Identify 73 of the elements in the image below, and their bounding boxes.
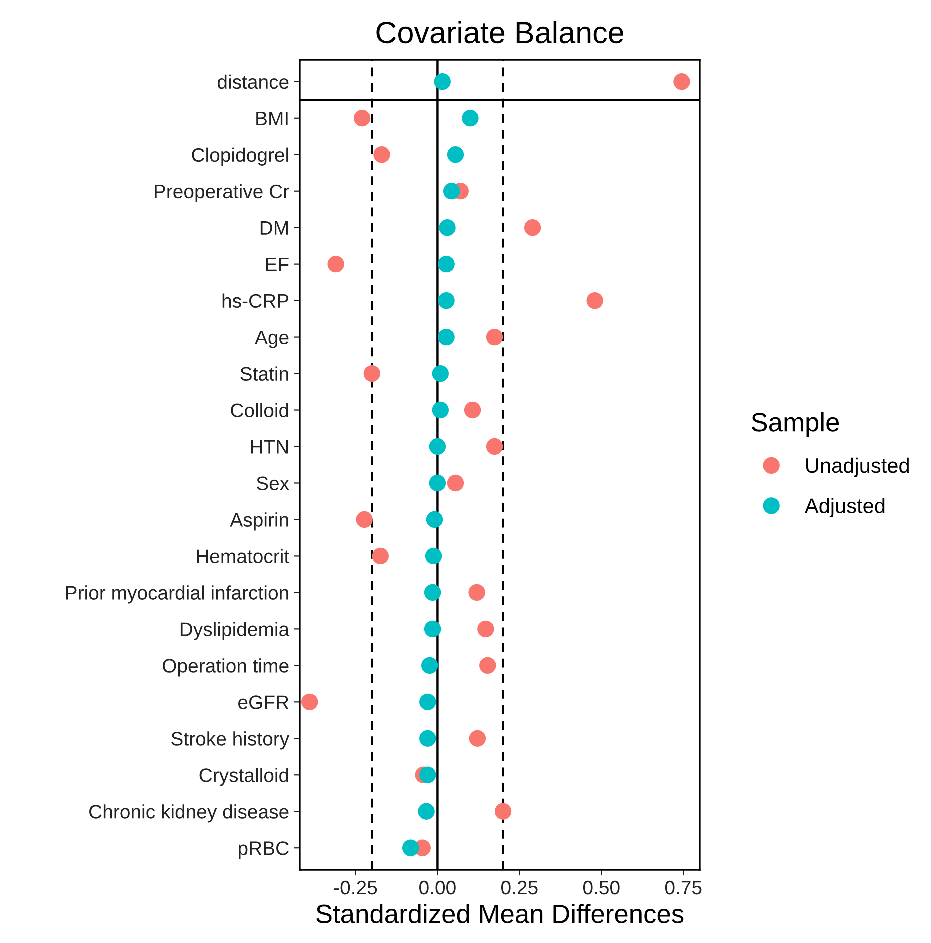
point xyxy=(418,803,435,820)
x-tick-label: 0.00 xyxy=(420,880,456,895)
point xyxy=(429,474,446,492)
point xyxy=(429,438,446,456)
y-tick-label: Hematocrit xyxy=(197,549,290,564)
x-axis-title: Standardized Mean Differences xyxy=(316,904,684,924)
legend-label: Unadjusted xyxy=(806,458,909,478)
y-tick-label: BMI xyxy=(256,112,288,126)
y-tick-label: Sex xyxy=(256,476,290,490)
point xyxy=(468,584,486,602)
point xyxy=(432,402,449,419)
point xyxy=(447,146,464,164)
point xyxy=(438,256,455,273)
y-tick-label: Clopidogrel xyxy=(192,148,288,166)
point xyxy=(302,694,318,710)
point xyxy=(374,146,390,164)
chart-title: Covariate Balance xyxy=(376,21,624,44)
point xyxy=(420,766,436,784)
point xyxy=(424,620,442,638)
point xyxy=(328,256,344,273)
point xyxy=(447,474,464,492)
point xyxy=(438,328,455,346)
y-tick-label: hs-CRP xyxy=(222,294,289,308)
point xyxy=(443,183,460,200)
point xyxy=(586,292,604,310)
point xyxy=(486,438,504,456)
y-tick-label: DM xyxy=(260,222,288,235)
point xyxy=(422,657,438,674)
legend-label: Adjusted xyxy=(804,498,885,518)
point xyxy=(420,730,436,747)
point xyxy=(356,511,373,528)
point xyxy=(424,584,442,602)
point xyxy=(674,74,690,90)
y-tick-label: Prior myocardial infarction xyxy=(66,586,288,604)
point xyxy=(469,730,486,747)
point xyxy=(364,365,380,382)
y-tick-label: Aspirin xyxy=(230,512,288,531)
point xyxy=(439,220,456,236)
point xyxy=(464,402,482,419)
point xyxy=(425,548,442,565)
x-tick-label: 0.25 xyxy=(502,880,538,895)
y-tick-label: pRBC xyxy=(238,842,289,860)
y-tick-label: Chronic kidney disease xyxy=(90,804,289,823)
point xyxy=(432,365,449,382)
x-tick-label: 0.75 xyxy=(665,880,702,895)
point xyxy=(524,220,542,236)
point xyxy=(480,657,496,674)
point xyxy=(434,74,451,90)
point xyxy=(478,620,494,638)
x-tick-label: 0.50 xyxy=(583,880,620,895)
point xyxy=(486,328,504,346)
y-tick-label: Statin xyxy=(240,366,288,382)
y-tick-label: Stroke history xyxy=(172,732,290,750)
y-tick-label: Dyslipidemia xyxy=(180,622,290,640)
y-tick-label: Crystalloid xyxy=(200,768,288,786)
point xyxy=(372,548,389,565)
legend-title: Sample xyxy=(752,412,840,438)
y-tick-label: Preoperative Cr xyxy=(155,184,290,202)
x-tick-label: -0.25 xyxy=(334,880,378,895)
y-tick-label: EF xyxy=(266,258,289,272)
point xyxy=(402,840,420,856)
y-tick-label: distance xyxy=(218,74,289,90)
point xyxy=(354,110,371,127)
y-tick-label: Age xyxy=(255,330,289,348)
y-tick-label: Operation time xyxy=(162,658,289,677)
point xyxy=(438,292,455,310)
y-tick-label: HTN xyxy=(251,440,288,454)
y-tick-label: eGFR xyxy=(238,696,289,710)
y-tick-label: Colloid xyxy=(231,403,288,418)
point xyxy=(420,694,436,710)
point xyxy=(426,511,444,528)
point xyxy=(462,110,479,127)
point xyxy=(494,803,512,820)
